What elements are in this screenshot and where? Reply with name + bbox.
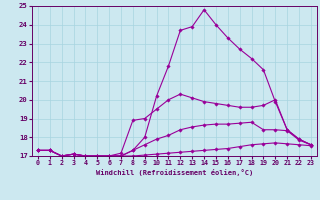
X-axis label: Windchill (Refroidissement éolien,°C): Windchill (Refroidissement éolien,°C) [96,169,253,176]
